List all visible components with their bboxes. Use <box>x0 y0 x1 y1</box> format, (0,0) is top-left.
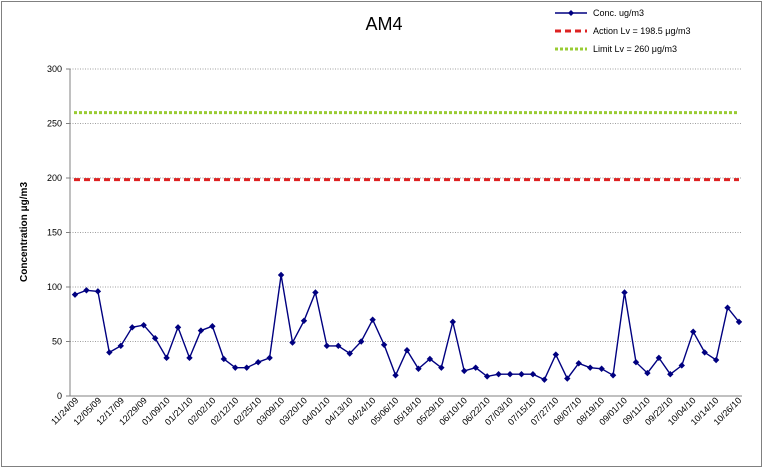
data-point <box>438 364 445 371</box>
data-point <box>598 365 605 372</box>
data-point <box>415 365 422 372</box>
data-point <box>586 364 594 371</box>
legend-label: Action Lv = 198.5 μg/m3 <box>593 26 691 36</box>
data-point <box>724 304 731 311</box>
y-axis-label: Concentration μg/m3 <box>19 182 30 282</box>
data-point <box>735 318 743 326</box>
data-point <box>289 339 296 346</box>
legend: Conc. ug/m3 Action Lv = 198.5 μg/m3 Limit … <box>555 8 691 54</box>
data-series <box>71 271 743 383</box>
data-point <box>621 289 628 296</box>
data-point <box>678 362 685 369</box>
data-point <box>71 291 79 298</box>
data-point <box>335 342 342 350</box>
series-line <box>74 274 740 381</box>
data-point <box>117 342 124 350</box>
data-point <box>243 364 250 371</box>
data-point <box>94 288 102 295</box>
y-tick-label: 0 <box>57 391 62 401</box>
y-tick-label: 100 <box>47 282 62 292</box>
gridlines <box>66 68 742 397</box>
data-point <box>323 342 331 350</box>
data-point <box>380 341 388 348</box>
data-point <box>232 364 239 371</box>
data-point <box>266 354 273 362</box>
data-point <box>186 354 193 362</box>
data-point <box>163 354 170 362</box>
data-point <box>129 324 136 331</box>
data-point <box>449 318 456 326</box>
data-point <box>667 371 674 378</box>
data-point <box>83 287 90 294</box>
data-point <box>564 375 571 382</box>
data-point <box>346 350 353 357</box>
data-point <box>529 371 537 378</box>
data-point <box>197 327 205 334</box>
data-point <box>712 356 720 364</box>
data-point <box>277 271 285 279</box>
legend-label: Limit Lv = 260 μg/m3 <box>593 44 677 54</box>
data-point <box>644 369 651 377</box>
legend-label: Conc. ug/m3 <box>593 8 644 18</box>
reference-lines <box>74 111 739 182</box>
y-tick-label: 300 <box>47 64 62 74</box>
data-point <box>575 360 582 367</box>
data-point <box>312 289 319 296</box>
x-tick-labels: 11/24/0912/05/0912/17/0912/29/0901/09/10… <box>49 395 743 427</box>
y-tick-labels: 0 50 100 150 200 250 300 <box>47 64 62 401</box>
data-point <box>701 349 708 356</box>
data-point <box>106 349 113 356</box>
data-point <box>254 359 262 366</box>
y-tick-label: 150 <box>47 228 62 238</box>
data-point <box>461 367 468 375</box>
data-point <box>174 324 182 331</box>
legend-swatch-marker <box>568 10 574 16</box>
y-tick-label: 250 <box>47 119 62 129</box>
data-point <box>506 371 514 378</box>
y-tick-label: 200 <box>47 173 62 183</box>
data-point <box>483 373 491 380</box>
data-point <box>690 328 697 335</box>
data-point <box>403 347 411 354</box>
data-point <box>369 316 376 323</box>
data-point <box>140 321 147 329</box>
data-point <box>220 355 228 363</box>
y-tick-label: 50 <box>52 337 62 347</box>
data-point <box>472 364 479 371</box>
data-point <box>609 372 617 379</box>
data-point <box>151 335 159 342</box>
data-point <box>209 323 216 330</box>
data-point <box>358 338 365 345</box>
data-point <box>632 359 640 366</box>
data-point <box>541 376 548 383</box>
chart-title: AM4 <box>365 14 402 34</box>
data-point <box>426 355 434 363</box>
data-point <box>518 371 525 378</box>
data-point <box>495 371 502 378</box>
data-point <box>300 317 308 324</box>
data-point <box>655 354 663 362</box>
data-point <box>392 372 399 379</box>
data-point <box>552 351 560 358</box>
